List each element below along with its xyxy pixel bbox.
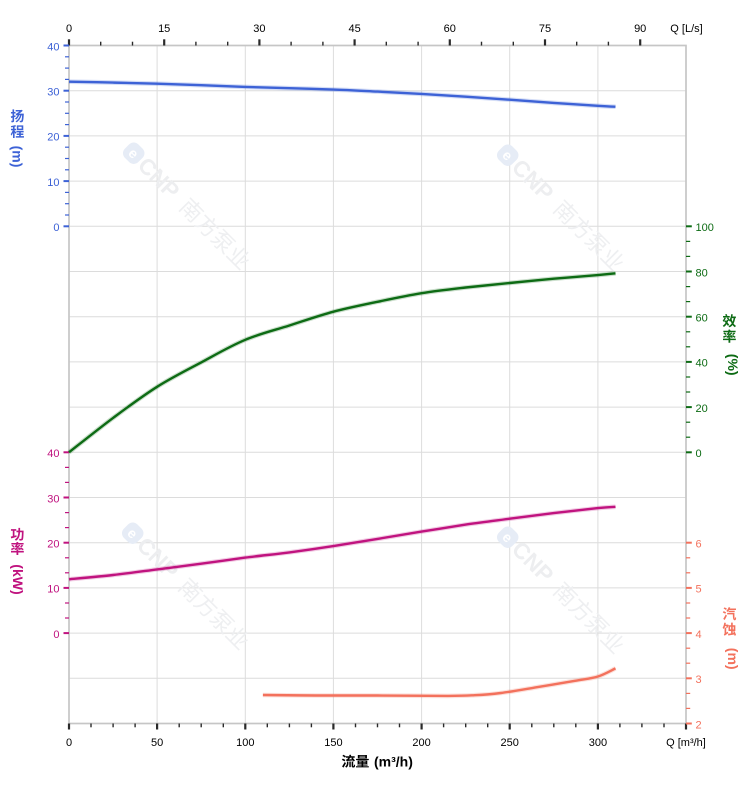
svg-text:20: 20 xyxy=(696,403,708,415)
svg-text:Q [m³/h]: Q [m³/h] xyxy=(666,737,706,749)
svg-text:40: 40 xyxy=(696,358,708,370)
svg-text:4: 4 xyxy=(696,629,702,641)
svg-text:Q [L/s]: Q [L/s] xyxy=(670,23,702,35)
svg-text:10: 10 xyxy=(47,177,59,189)
svg-text:CNP: CNP xyxy=(132,533,183,584)
svg-text:10: 10 xyxy=(47,584,59,596)
svg-text:60: 60 xyxy=(696,313,708,325)
svg-text:60: 60 xyxy=(444,23,456,35)
svg-text:(m³/h): (m³/h) xyxy=(374,754,413,770)
svg-text:0: 0 xyxy=(53,222,59,234)
svg-text:(m): (m) xyxy=(9,146,25,168)
svg-text:5: 5 xyxy=(696,584,702,596)
svg-text:0: 0 xyxy=(696,448,702,460)
svg-text:30: 30 xyxy=(47,87,59,99)
svg-text:6: 6 xyxy=(696,539,702,551)
svg-text:80: 80 xyxy=(696,267,708,279)
svg-text:3: 3 xyxy=(696,674,702,686)
svg-text:2: 2 xyxy=(696,719,702,731)
svg-text:30: 30 xyxy=(47,493,59,505)
svg-text:300: 300 xyxy=(589,737,607,749)
svg-text:15: 15 xyxy=(158,23,170,35)
svg-text:(%): (%) xyxy=(725,354,741,376)
svg-text:90: 90 xyxy=(634,23,646,35)
svg-text:0: 0 xyxy=(66,737,72,749)
svg-text:75: 75 xyxy=(539,23,551,35)
svg-text:CNP: CNP xyxy=(133,153,184,204)
svg-text:40: 40 xyxy=(47,41,59,53)
svg-text:200: 200 xyxy=(412,737,430,749)
svg-text:50: 50 xyxy=(151,737,163,749)
svg-text:(m): (m) xyxy=(725,648,741,670)
svg-text:100: 100 xyxy=(696,222,714,234)
svg-text:20: 20 xyxy=(47,539,59,551)
svg-text:0: 0 xyxy=(66,23,72,35)
svg-text:20: 20 xyxy=(47,132,59,144)
svg-text:250: 250 xyxy=(501,737,519,749)
svg-text:150: 150 xyxy=(324,737,342,749)
svg-text:40: 40 xyxy=(47,448,59,460)
svg-text:45: 45 xyxy=(348,23,360,35)
svg-text:CNP: CNP xyxy=(507,537,558,588)
svg-text:(kW): (kW) xyxy=(10,564,26,594)
svg-text:30: 30 xyxy=(253,23,265,35)
svg-text:CNP: CNP xyxy=(507,155,558,206)
svg-text:100: 100 xyxy=(236,737,254,749)
svg-text:0: 0 xyxy=(53,629,59,641)
